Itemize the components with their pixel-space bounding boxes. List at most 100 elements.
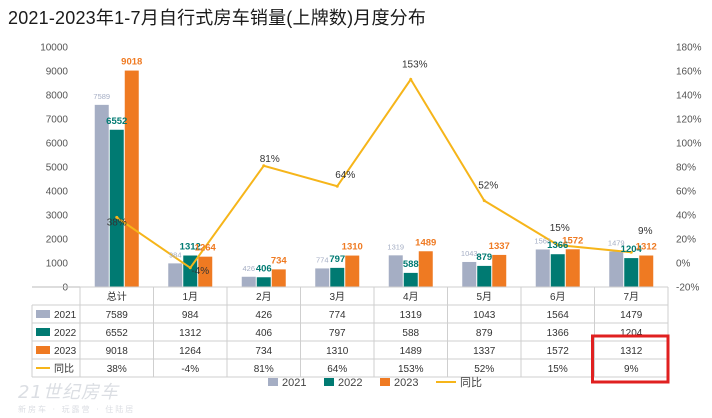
table-cell: 1204 [620, 328, 643, 339]
yoy-label: -4% [191, 266, 209, 277]
bar-2022 [109, 129, 124, 287]
row-label: 同比 [54, 363, 74, 375]
right-tick-label: 180% [676, 43, 702, 54]
table-cell: 9018 [106, 346, 129, 357]
bar-2021 [609, 251, 624, 287]
legend-swatch-2022 [324, 378, 334, 386]
category-label: 4月 [403, 291, 419, 303]
left-tick-label: 9000 [46, 67, 69, 78]
bar-label-2023: 1264 [195, 243, 217, 254]
left-tick-label: 8000 [46, 91, 69, 102]
yoy-label: 9% [638, 226, 653, 237]
bar-2023 [639, 255, 654, 287]
highlight-box [591, 334, 670, 384]
table-cell: 9% [624, 364, 639, 375]
table-cell: 1564 [547, 310, 570, 321]
yoy-line [115, 77, 633, 270]
bar-label-2022: 1204 [621, 244, 643, 255]
right-tick-label: -20% [676, 283, 699, 294]
bar-label-2022: 879 [476, 252, 492, 263]
bar-label-2021: 7589 [93, 92, 110, 101]
bar-label-2021: 1043 [461, 249, 478, 258]
right-tick-label: 20% [676, 235, 696, 246]
table-cell: 406 [255, 328, 272, 339]
right-tick-label: 40% [676, 211, 696, 222]
bar-2023 [492, 254, 507, 287]
bar-label-2021: 426 [242, 264, 255, 273]
right-tick-label: 60% [676, 187, 696, 198]
bar-label-2023: 1312 [636, 242, 657, 253]
bar-2021 [168, 263, 183, 287]
bar-label-2021: 774 [316, 255, 329, 264]
table-cell: 52% [474, 364, 494, 375]
bar-2021 [388, 255, 403, 287]
table-cell: 64% [327, 364, 347, 375]
left-tick-label: 1000 [46, 259, 69, 270]
table-cell: 1319 [400, 310, 423, 321]
bar-label-2022: 797 [329, 254, 345, 265]
yoy-label: 52% [478, 181, 498, 192]
table-cell: 734 [255, 346, 272, 357]
table-cell: 7589 [106, 310, 129, 321]
bar-label-2023: 1489 [415, 237, 436, 248]
category-label: 2月 [256, 291, 272, 303]
bar-label-2022: 1312 [180, 242, 201, 253]
table-cell: 1337 [473, 346, 496, 357]
bar-2022 [477, 265, 492, 287]
legend-label: 2022 [338, 377, 362, 389]
bar-label-2022: 588 [403, 259, 419, 270]
bar-2021 [535, 249, 550, 287]
left-tick-label: 0 [62, 283, 68, 294]
left-tick-label: 5000 [46, 163, 69, 174]
legend-label: 2023 [394, 377, 418, 389]
table-cell: 1489 [400, 346, 423, 357]
bar-2022 [403, 272, 418, 287]
bar-label-2021: 1319 [387, 242, 404, 251]
yoy-point [409, 77, 413, 81]
row-swatch-2021 [36, 310, 50, 318]
bars [94, 70, 654, 288]
left-tick-label: 2000 [46, 235, 69, 246]
table-cell: 81% [254, 364, 274, 375]
yoy-label: 81% [260, 154, 280, 165]
bar-label-2023: 1572 [562, 235, 583, 246]
bar-label-2023: 734 [271, 255, 288, 266]
category-label: 6月 [550, 291, 566, 303]
table-cell: 1312 [179, 328, 202, 339]
left-tick-label: 4000 [46, 187, 69, 198]
row-label: 2022 [54, 328, 77, 339]
legend-label: 同比 [460, 376, 482, 389]
legend: 2021 2022 2023 同比 [268, 376, 482, 389]
bar-2022 [624, 258, 639, 287]
right-tick-label: 140% [676, 91, 702, 102]
bar-2021 [462, 261, 477, 287]
table-cell: 426 [255, 310, 272, 321]
yoy-point [482, 199, 486, 203]
bar-label-2022: 1366 [547, 240, 568, 251]
row-swatch-2023 [36, 346, 50, 354]
legend-swatch-2023 [380, 378, 390, 386]
bar-label-2021: 984 [169, 250, 182, 259]
yoy-label: 153% [402, 59, 428, 70]
category-label: 3月 [329, 291, 345, 303]
category-label: 总计 [107, 290, 127, 303]
table-cell: 153% [398, 364, 424, 375]
bar-2023 [271, 269, 286, 287]
bar-2023 [345, 255, 360, 287]
table-cell: 1043 [473, 310, 496, 321]
table-cell: 1312 [620, 346, 643, 357]
bar-2021 [94, 104, 109, 287]
left-tick-label: 6000 [46, 139, 69, 150]
axes: 0 1000 2000 3000 4000 5000 6000 7000 8000 9000 100… [40, 43, 701, 294]
yoy-point [629, 250, 633, 254]
yoy-point [262, 164, 266, 168]
legend-swatch-2021 [268, 378, 278, 386]
right-tick-label: 120% [676, 115, 702, 126]
row-label: 2023 [54, 346, 77, 357]
data-table: 总计 1月 2月 3月 4月 5月 6月 7月 2021 7589 984 426 774 1319 104… [31, 286, 670, 384]
bar-2023 [565, 249, 580, 287]
yoy-line-path [116, 77, 632, 270]
table-cell: 588 [402, 328, 419, 339]
bar-label-2023: 1337 [489, 241, 510, 252]
